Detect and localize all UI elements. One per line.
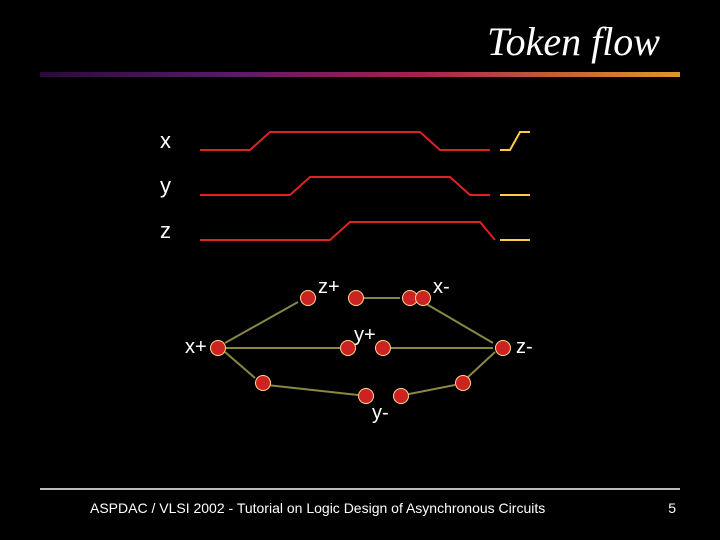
label-ym: y- xyxy=(372,402,389,425)
node-yp-right xyxy=(375,340,391,356)
page-number: 5 xyxy=(668,500,676,516)
node-lower-left xyxy=(255,375,271,391)
node-zp-right xyxy=(348,290,364,306)
edge-xp-zp xyxy=(225,302,298,343)
label-xm: x- xyxy=(433,276,450,299)
node-zm xyxy=(495,340,511,356)
edge-lower-zm xyxy=(467,352,495,378)
footer-text: ASPDAC / VLSI 2002 - Tutorial on Logic D… xyxy=(90,500,545,516)
node-zp-left xyxy=(300,290,316,306)
node-lower-right xyxy=(455,375,471,391)
node-ym-right xyxy=(393,388,409,404)
edge-xp-lower-node xyxy=(225,352,255,378)
label-zm: z- xyxy=(516,336,533,359)
graph-edges-svg xyxy=(0,0,720,450)
label-yp: y+ xyxy=(354,324,376,347)
node-xp xyxy=(210,340,226,356)
node-xm-right xyxy=(415,290,431,306)
edge-xm-zm xyxy=(423,302,493,343)
edge-ym-zm-lower xyxy=(404,385,455,395)
edge-xp-ym-lower xyxy=(267,385,358,395)
label-zp: z+ xyxy=(318,276,340,299)
label-xp: x+ xyxy=(185,336,207,359)
footer-divider xyxy=(40,488,680,490)
